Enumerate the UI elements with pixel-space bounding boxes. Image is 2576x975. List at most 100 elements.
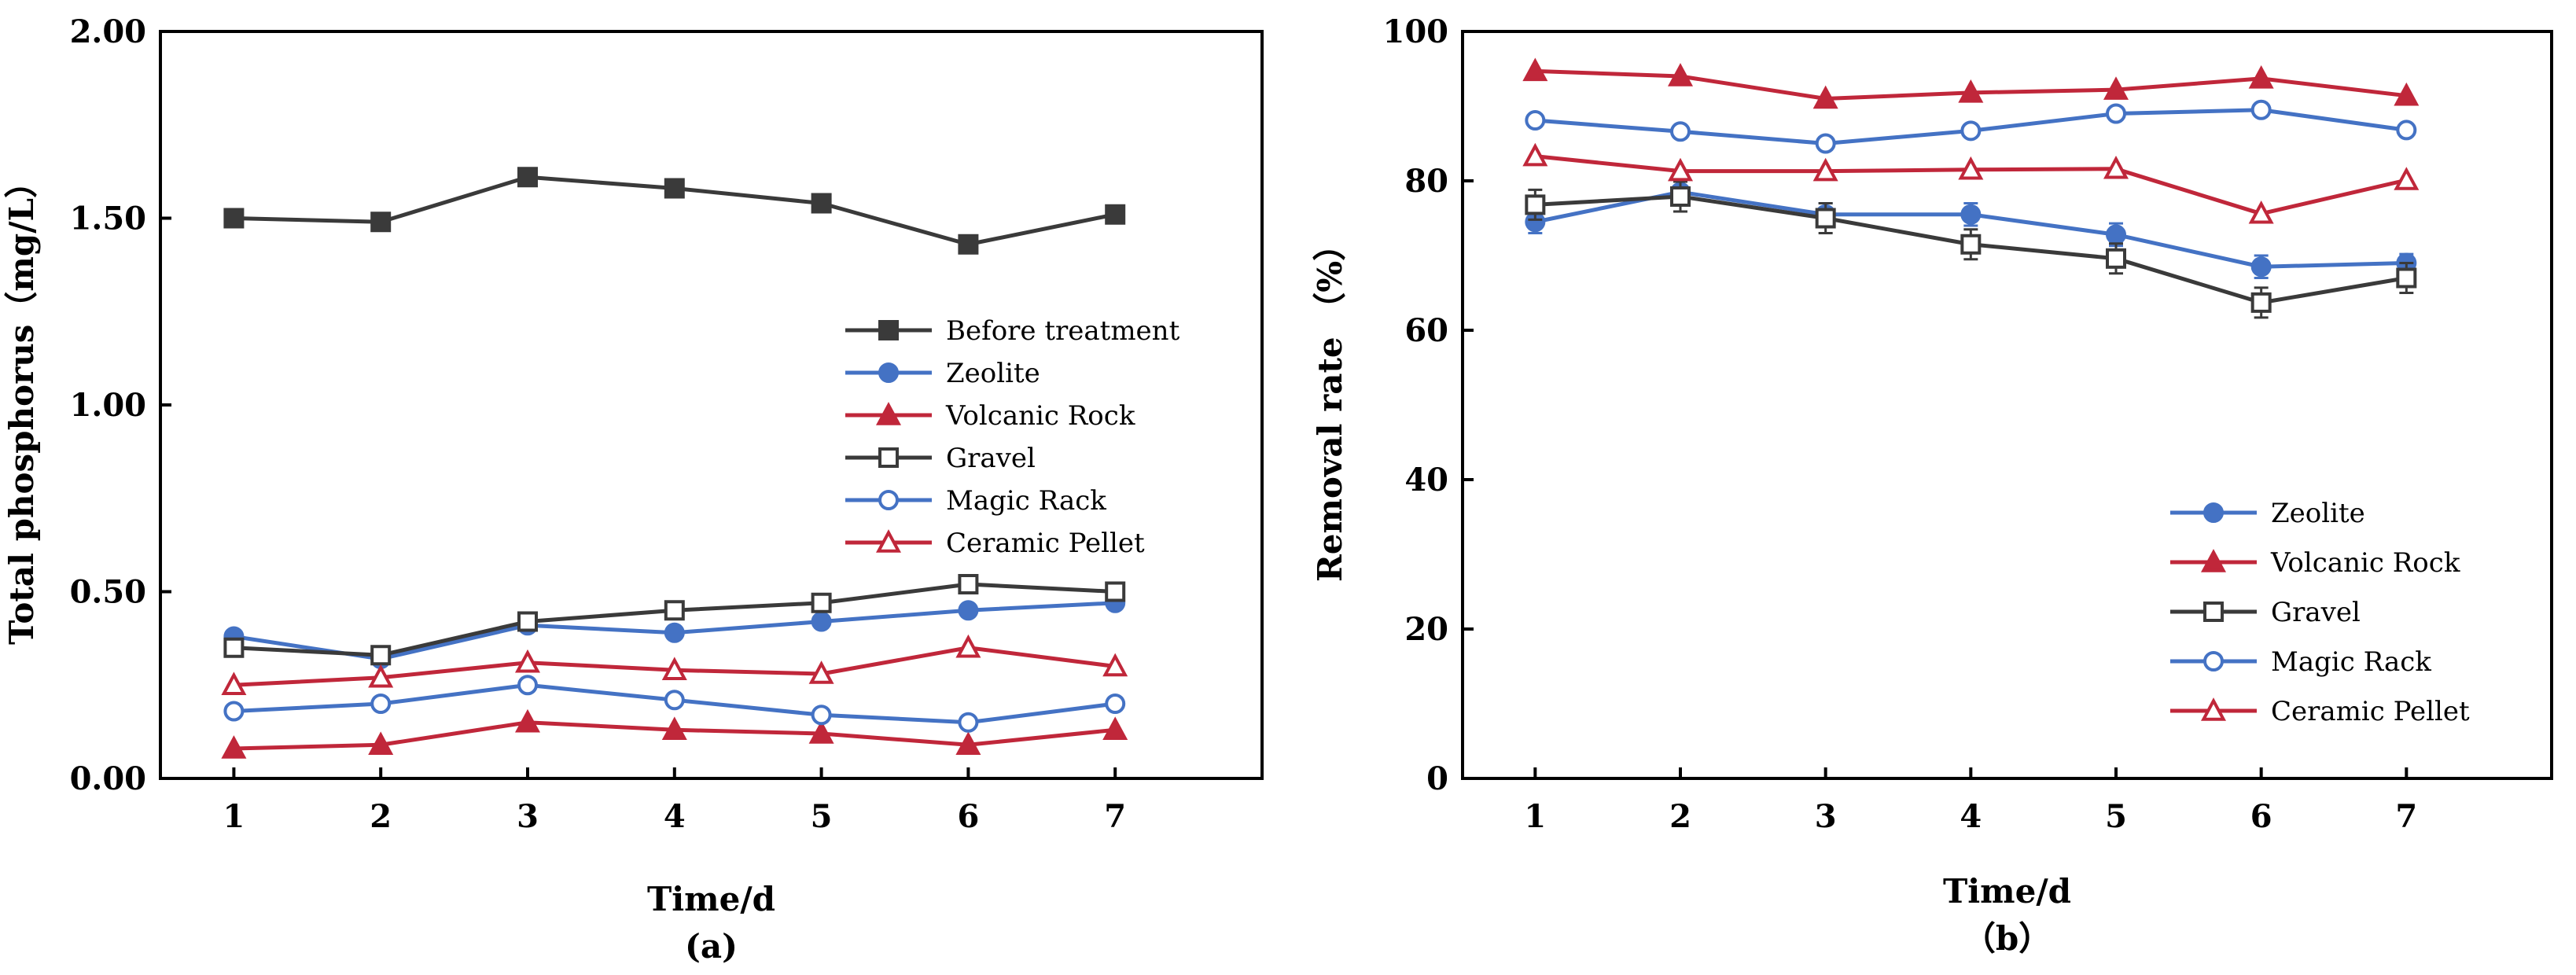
series-gravel [223, 574, 1126, 666]
data-point [223, 701, 245, 722]
data-point [1525, 110, 1546, 131]
series-magic-rack [223, 675, 1126, 733]
legend-marker [2200, 549, 2227, 572]
legend-label: Zeolite [946, 358, 1040, 389]
legend-label: Ceramic Pellet [2271, 696, 2470, 727]
data-point [2106, 248, 2126, 269]
data-point [370, 694, 392, 714]
legend-marker [875, 529, 902, 553]
legend: Before treatment Zeolite Volcanic Rock Grav… [845, 315, 1180, 559]
x-tick-label: 3 [517, 798, 539, 835]
panel-label: （b） [1963, 919, 2052, 958]
y-tick-label: 0 [1426, 760, 1448, 797]
legend-marker [2203, 651, 2224, 671]
data-point [1667, 63, 1694, 86]
data-point [955, 634, 981, 658]
x-tick-label: 2 [370, 798, 392, 835]
data-point [368, 731, 394, 756]
legend-marker [875, 402, 902, 425]
data-point [808, 660, 834, 684]
y-tick-label: 1.00 [70, 387, 146, 424]
data-point [955, 731, 981, 756]
data-point [1105, 581, 1126, 602]
x-tick-label: 5 [2105, 798, 2127, 835]
x-tick-label: 1 [1524, 798, 1546, 835]
data-point [1960, 234, 1982, 255]
series-before-treatment [223, 167, 1126, 255]
y-tick-label: 60 [1404, 312, 1448, 349]
legend-marker [878, 362, 899, 383]
data-point [1815, 208, 1836, 229]
data-point [1667, 157, 1694, 182]
data-point [221, 671, 247, 696]
data-point [1522, 142, 1548, 167]
data-point [811, 705, 832, 726]
data-point [370, 212, 392, 233]
data-point [2396, 267, 2417, 289]
x-tick-label: 5 [811, 798, 833, 835]
data-point [514, 649, 541, 673]
data-point [1812, 85, 1838, 109]
series-volcanic-rock [221, 708, 1128, 759]
data-point [958, 234, 979, 255]
data-point [2396, 120, 2417, 141]
y-tick-label: 100 [1383, 13, 1449, 50]
data-point [664, 690, 685, 711]
x-axis-title: Time/d [647, 880, 775, 918]
data-point [1958, 79, 1984, 103]
x-tick-label: 4 [1960, 798, 1982, 835]
legend-label: Gravel [946, 443, 1036, 474]
data-point [1105, 694, 1126, 714]
legend-marker [878, 447, 899, 468]
data-point [2106, 224, 2126, 245]
panel-label: (a) [685, 927, 738, 966]
data-point [808, 720, 834, 744]
data-point [811, 611, 832, 632]
data-point [370, 645, 392, 666]
data-point [1670, 121, 1691, 142]
data-point [1960, 120, 1982, 142]
x-tick-label: 1 [223, 798, 245, 835]
data-point [661, 716, 687, 741]
data-point [1525, 194, 1546, 215]
data-point [1958, 156, 1984, 180]
data-point [2394, 82, 2420, 106]
legend-label: Gravel [2271, 597, 2361, 628]
x-tick-label: 3 [1815, 798, 1837, 835]
data-point [661, 657, 687, 681]
legend-marker [2200, 697, 2227, 721]
data-point [664, 622, 685, 643]
data-point [2394, 167, 2420, 190]
data-point [958, 600, 979, 621]
series-ceramic-pellet [1522, 142, 2420, 224]
series-gravel [1525, 180, 2417, 319]
x-tick-label: 7 [2395, 798, 2417, 835]
legend-label: Volcanic Rock [2270, 547, 2460, 579]
data-point [1105, 204, 1126, 225]
x-tick-label: 4 [664, 798, 686, 835]
data-point [517, 675, 538, 696]
data-point [1815, 133, 1836, 154]
legend-label: Zeolite [2271, 498, 2365, 529]
legend: Zeolite Volcanic Rock Gravel Magic Rack Cera… [2170, 498, 2470, 727]
x-tick-label: 6 [957, 798, 979, 835]
series-magic-rack [1525, 99, 2417, 154]
legend-label: Ceramic Pellet [946, 528, 1145, 559]
legend-marker [878, 490, 899, 510]
data-point [664, 178, 685, 199]
legend-label: Before treatment [946, 315, 1180, 347]
data-point [1960, 204, 1982, 225]
y-tick-label: 1.50 [70, 201, 146, 237]
x-tick-label: 6 [2250, 798, 2272, 835]
data-point [2248, 200, 2274, 224]
data-point [958, 712, 979, 733]
data-point [958, 574, 979, 594]
data-point [368, 664, 394, 688]
x-axis-title: Time/d [1943, 872, 2071, 911]
data-point [2250, 99, 2272, 120]
y-axis-title: Removal rate （%） [1311, 228, 1349, 582]
y-tick-label: 80 [1404, 163, 1448, 200]
data-point [514, 708, 541, 733]
legend-marker [2203, 502, 2224, 523]
